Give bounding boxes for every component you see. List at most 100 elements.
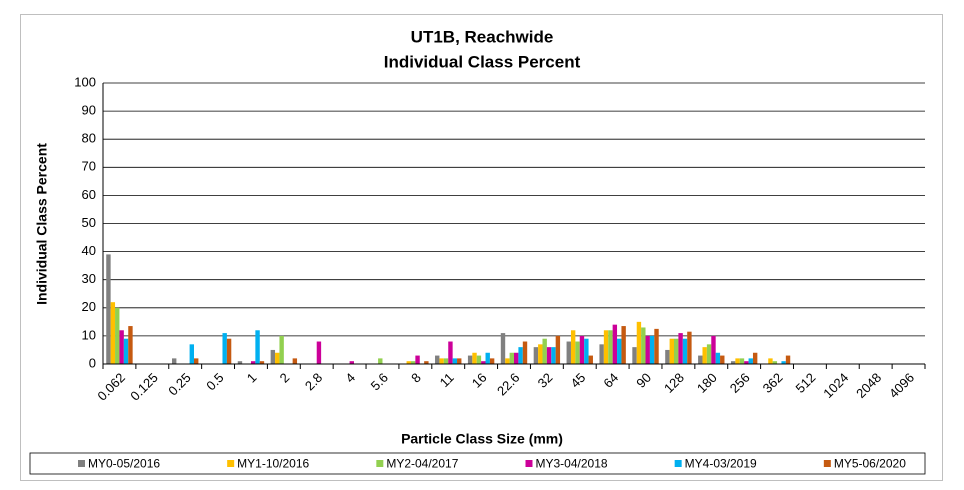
bar (785, 355, 791, 364)
bar (768, 358, 773, 364)
chart-subtitle: Individual Class Percent (384, 52, 581, 71)
bar (744, 361, 749, 364)
bar (546, 347, 552, 364)
legend-label: MY5-06/2020 (834, 457, 906, 471)
bar (505, 358, 510, 364)
bar (349, 361, 354, 364)
bar (649, 335, 655, 364)
bar (452, 358, 458, 364)
bar (584, 338, 589, 364)
bar (621, 326, 626, 364)
bar (612, 324, 618, 364)
bar (735, 358, 740, 364)
bar (472, 352, 477, 364)
bar (279, 335, 284, 364)
bar (415, 355, 420, 364)
legend-label: MY2-04/2017 (386, 457, 458, 471)
bar (226, 338, 232, 364)
chart-border (20, 14, 943, 481)
y-tick-label: 90 (82, 103, 96, 118)
bar (715, 352, 721, 364)
y-tick-label: 70 (82, 159, 96, 174)
bar (781, 361, 786, 364)
bar (443, 358, 449, 364)
bar (378, 358, 383, 364)
bar (730, 361, 736, 364)
bar (467, 355, 473, 364)
legend-box (29, 452, 926, 475)
y-tick-label: 10 (82, 327, 96, 342)
bar (500, 333, 506, 364)
bar (603, 330, 609, 364)
x-axis-title: Particle Class Size (mm) (401, 431, 563, 447)
bar (481, 361, 486, 364)
bar (250, 361, 256, 364)
bar (566, 341, 571, 364)
bar (270, 349, 276, 364)
bar (489, 358, 495, 364)
bar (457, 358, 462, 364)
bar (599, 344, 604, 364)
chart-title: UT1B, Reachwide (411, 27, 554, 46)
bar (687, 331, 692, 364)
bar (123, 338, 129, 364)
bar (255, 330, 260, 364)
bar (435, 355, 440, 364)
legend-swatch (227, 460, 235, 467)
bar (514, 352, 519, 364)
bar (189, 344, 194, 364)
bar (551, 347, 556, 364)
bar (570, 330, 576, 364)
legend-swatch (78, 460, 85, 467)
bar (110, 302, 116, 364)
bar (632, 347, 637, 364)
bar (476, 355, 482, 364)
bar (682, 338, 688, 364)
bar (439, 358, 444, 364)
bar (406, 361, 411, 364)
bar (575, 341, 580, 364)
legend-swatch (823, 460, 831, 467)
bar (669, 338, 674, 364)
bar (538, 344, 543, 364)
bar (485, 352, 490, 364)
bar (739, 358, 745, 364)
bar (674, 338, 679, 364)
y-tick-label: 100 (74, 74, 96, 89)
bar (128, 326, 133, 364)
y-tick-label: 0 (89, 355, 96, 370)
bar (636, 321, 642, 364)
bar (106, 254, 111, 364)
bar (172, 358, 177, 364)
legend-label: MY0-05/2016 (88, 457, 160, 471)
bar (533, 347, 539, 364)
legend-swatch (525, 460, 533, 467)
legend-label: MY3-04/2018 (536, 457, 608, 471)
bar (665, 349, 670, 364)
bar (237, 361, 243, 364)
bar (518, 347, 523, 364)
bar (555, 335, 561, 364)
bar (748, 358, 753, 364)
legend-swatch (674, 460, 682, 467)
bar (509, 352, 514, 364)
bar (119, 330, 124, 364)
bar (678, 333, 683, 364)
bar (654, 328, 659, 364)
bar (645, 335, 650, 364)
bar (608, 330, 613, 364)
bar (711, 335, 716, 364)
y-tick-label: 80 (82, 131, 96, 146)
bar (542, 338, 547, 364)
bar (772, 361, 778, 364)
bar (702, 347, 707, 364)
bar (292, 358, 298, 364)
y-tick-label: 30 (82, 271, 96, 286)
bar (410, 361, 416, 364)
bar (720, 355, 725, 364)
bar (698, 355, 703, 364)
bar (275, 352, 280, 364)
bar (259, 361, 265, 364)
bar (752, 352, 758, 364)
